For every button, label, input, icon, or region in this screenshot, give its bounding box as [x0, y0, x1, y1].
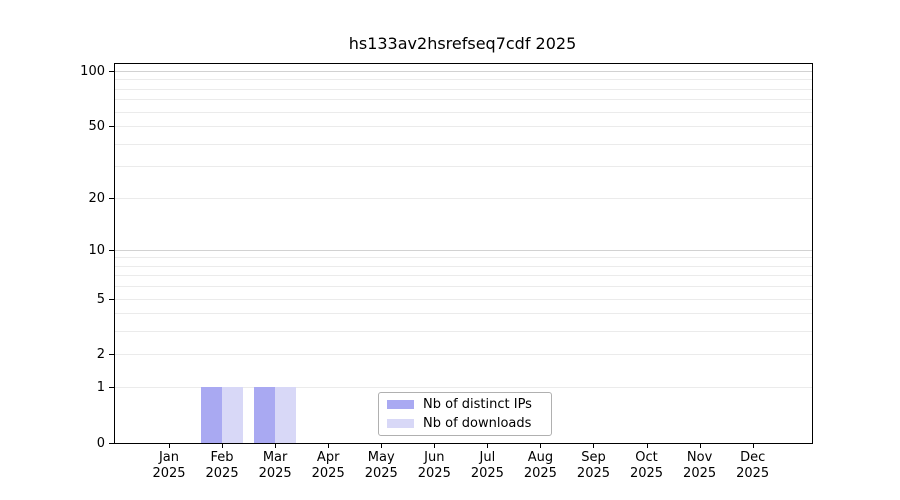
x-tick-label-sep: Sep 2025: [563, 450, 623, 482]
legend-label-downloads: Nb of downloads: [423, 415, 532, 431]
x-tick-label-jul: Jul 2025: [457, 450, 517, 482]
gridline-minor: [115, 143, 812, 145]
gridline-minor: [115, 88, 812, 90]
bar-downloads-feb: [222, 387, 244, 443]
y-tick-label: 0: [96, 436, 105, 451]
gridline-minor: [115, 197, 812, 199]
x-tick-mark: [593, 443, 595, 448]
x-tick-label-mar: Mar 2025: [245, 450, 305, 482]
gridline-minor: [115, 79, 812, 81]
gridline-minor: [115, 257, 812, 259]
x-tick-label-nov: Nov 2025: [670, 450, 730, 482]
x-tick-label-aug: Aug 2025: [510, 450, 570, 482]
x-tick-label-may: May 2025: [351, 450, 411, 482]
x-tick-year: 2025: [576, 466, 611, 481]
y-tick-label: 100: [80, 64, 105, 80]
x-tick-month: Oct: [635, 450, 658, 465]
x-tick-month: Mar: [262, 450, 288, 465]
y-tick-mark: [109, 354, 114, 356]
y-tick-mark: [109, 298, 114, 300]
y-tick-mark: [109, 71, 114, 73]
gridline-major: [115, 249, 812, 251]
x-tick-mark: [540, 443, 542, 448]
x-tick-mark: [752, 443, 754, 448]
plot-area: 100 50 20 10 5 2 1 0 Jan 2025 Feb 2025 Mar 2025 Apr 202…: [80, 63, 813, 481]
y-tick-mark: [109, 387, 114, 389]
x-tick-mark: [169, 443, 170, 448]
x-tick-mark: [699, 443, 701, 448]
x-tick-year: 2025: [417, 466, 451, 481]
y-tick-mark: [109, 443, 114, 444]
y-tick-mark: [109, 249, 114, 251]
x-tick-month: Aug: [527, 450, 554, 465]
x-tick-month: Sep: [581, 450, 606, 465]
x-tick-label-feb: Feb 2025: [192, 450, 252, 482]
y-tick-label: 2: [96, 347, 105, 363]
x-tick-label-dec: Dec 2025: [723, 450, 783, 482]
gridline-minor: [115, 387, 812, 389]
y-tick-mark: [109, 197, 114, 199]
gridline-minor: [115, 111, 812, 113]
x-tick-mark: [222, 443, 224, 448]
legend-entry-downloads: Nb of downloads: [379, 416, 551, 432]
x-tick-label-jun: Jun 2025: [404, 450, 464, 482]
x-tick-mark: [275, 443, 277, 448]
x-tick-year: 2025: [629, 466, 664, 481]
y-tick-mark: [109, 126, 114, 128]
y-tick-label: 1: [96, 380, 105, 396]
x-tick-mark: [487, 443, 489, 448]
x-tick-mark: [328, 443, 330, 448]
x-tick-month: Jul: [479, 450, 496, 465]
gridline-minor: [115, 313, 812, 315]
legend-swatch-distinct-ips-icon: [387, 400, 414, 409]
x-tick-month: Apr: [316, 450, 340, 465]
legend: Nb of distinct IPs Nb of downloads: [378, 392, 552, 436]
y-tick-label: 50: [88, 119, 105, 135]
gridline-major: [115, 71, 812, 73]
legend-entry-distinct-ips: Nb of distinct IPs: [379, 397, 551, 413]
gridline-minor: [115, 298, 812, 300]
y-tick-label: 20: [88, 190, 105, 206]
x-tick-mark: [434, 443, 436, 448]
x-tick-label-jan: Jan 2025: [139, 450, 199, 482]
x-tick-year: 2025: [311, 466, 345, 481]
gridline-minor: [115, 99, 812, 101]
x-tick-year: 2025: [470, 466, 504, 481]
x-tick-month: Jan: [158, 450, 180, 465]
gridline-minor: [115, 331, 812, 333]
x-tick-year: 2025: [523, 466, 557, 481]
x-tick-year: 2025: [152, 466, 186, 481]
gridline-minor: [115, 286, 812, 288]
gridline-minor: [115, 354, 812, 356]
bar-downloads-mar: [275, 387, 297, 443]
x-tick-year: 2025: [736, 466, 770, 481]
gridline-minor: [115, 275, 812, 277]
x-tick-year: 2025: [364, 466, 398, 481]
x-tick-month: May: [367, 450, 395, 465]
gridline-minor: [115, 265, 812, 267]
legend-swatch-downloads-icon: [387, 419, 414, 428]
x-tick-label-oct: Oct 2025: [617, 450, 677, 482]
x-tick-month: Jun: [424, 450, 445, 465]
bar-distinct-ips-feb: [201, 387, 223, 443]
gridline-minor: [115, 126, 812, 128]
y-tick-label: 10: [88, 242, 105, 258]
x-tick-month: Feb: [210, 450, 234, 465]
gridline-minor: [115, 166, 812, 168]
x-tick-month: Dec: [740, 450, 766, 465]
x-tick-mark: [646, 443, 648, 448]
bar-distinct-ips-mar: [254, 387, 276, 443]
x-tick-year: 2025: [683, 466, 717, 481]
x-tick-mark: [381, 443, 383, 448]
x-tick-label-apr: Apr 2025: [298, 450, 358, 482]
y-tick-label: 5: [96, 291, 105, 307]
chart-title: hs133av2hsrefseq7cdf 2025: [348, 34, 577, 53]
x-tick-year: 2025: [205, 466, 239, 481]
x-tick-month: Nov: [686, 450, 713, 465]
legend-label-distinct-ips: Nb of distinct IPs: [423, 396, 532, 412]
x-tick-year: 2025: [258, 466, 292, 481]
